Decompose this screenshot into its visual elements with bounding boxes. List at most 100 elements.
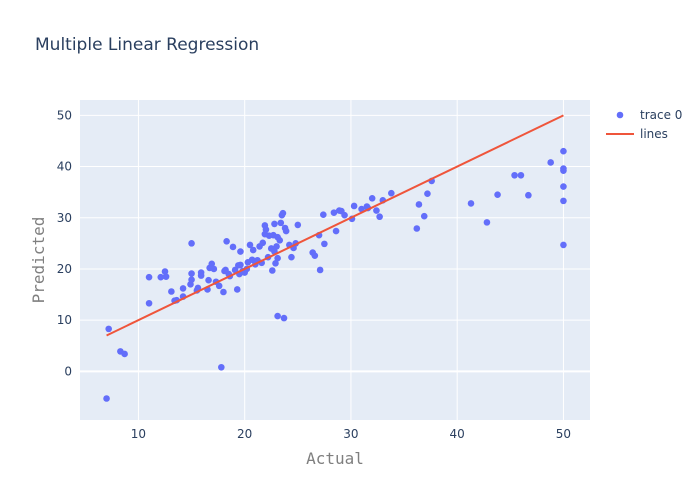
data-point-102 bbox=[388, 189, 395, 197]
data-point-114 bbox=[547, 159, 554, 166]
data-point-88 bbox=[330, 209, 338, 216]
data-point-95 bbox=[358, 205, 365, 213]
y-tick-label-0: 0 bbox=[64, 364, 72, 378]
data-point-1 bbox=[105, 325, 112, 333]
data-point-65 bbox=[272, 260, 279, 267]
data-point-85 bbox=[316, 266, 324, 274]
data-point-54 bbox=[259, 239, 267, 247]
x-tick-label-50: 50 bbox=[556, 427, 571, 441]
chart-title: Multiple Linear Regression bbox=[35, 35, 259, 55]
x-tick-label-10: 10 bbox=[131, 427, 146, 441]
data-point-89 bbox=[332, 227, 340, 235]
data-point-7 bbox=[161, 268, 169, 275]
data-point-17 bbox=[188, 240, 195, 247]
data-point-73 bbox=[279, 209, 287, 217]
data-point-87 bbox=[321, 240, 328, 248]
data-point-116 bbox=[560, 197, 567, 205]
data-point-49 bbox=[249, 246, 257, 254]
series-lines bbox=[106, 114, 564, 337]
data-point-106 bbox=[424, 190, 431, 197]
data-point-47 bbox=[246, 241, 254, 249]
data-point-74 bbox=[280, 314, 288, 322]
data-point-109 bbox=[483, 219, 491, 226]
data-point-67 bbox=[274, 312, 281, 320]
data-point-83 bbox=[311, 252, 319, 259]
data-point-38 bbox=[233, 286, 241, 293]
y-tick-label-50: 50 bbox=[57, 108, 72, 122]
data-point-0 bbox=[103, 395, 110, 402]
y-tick-label-30: 30 bbox=[57, 211, 72, 225]
data-point-117 bbox=[560, 183, 567, 190]
data-point-25 bbox=[208, 260, 216, 268]
data-point-28 bbox=[215, 282, 223, 290]
data-point-48 bbox=[248, 256, 256, 264]
data-point-98 bbox=[368, 195, 376, 202]
data-point-30 bbox=[220, 288, 227, 296]
x-tick-labels: 10 20 30 40 50 bbox=[131, 427, 571, 441]
data-point-103 bbox=[413, 225, 421, 232]
data-point-100 bbox=[376, 213, 383, 221]
data-point-23 bbox=[205, 276, 212, 284]
data-point-42 bbox=[237, 248, 244, 255]
legend-item-lines[interactable]: lines bbox=[606, 127, 668, 141]
data-point-3 bbox=[121, 350, 128, 358]
data-point-61 bbox=[269, 267, 276, 274]
data-point-70 bbox=[276, 236, 284, 244]
y-tick-label-20: 20 bbox=[57, 262, 72, 276]
legend-label-lines: lines bbox=[640, 127, 668, 141]
data-point-105 bbox=[420, 212, 428, 220]
legend-label-trace0: trace 0 bbox=[640, 108, 682, 122]
data-point-68 bbox=[274, 254, 281, 262]
x-gridlines bbox=[137, 100, 564, 420]
regression-line bbox=[106, 114, 564, 337]
data-point-57 bbox=[262, 226, 270, 233]
data-point-29 bbox=[218, 363, 225, 371]
data-point-26 bbox=[210, 265, 218, 273]
data-point-78 bbox=[288, 253, 295, 261]
data-point-119 bbox=[560, 165, 567, 172]
legend-marker-trace0 bbox=[616, 111, 624, 119]
data-point-112 bbox=[517, 171, 525, 179]
legend-item-trace0[interactable]: trace 0 bbox=[616, 108, 683, 122]
x-tick-label-30: 30 bbox=[343, 427, 358, 441]
data-point-108 bbox=[467, 200, 475, 207]
data-point-99 bbox=[373, 207, 380, 214]
data-point-66 bbox=[273, 243, 280, 250]
data-point-13 bbox=[179, 285, 187, 292]
data-point-92 bbox=[341, 211, 348, 219]
data-point-110 bbox=[494, 191, 501, 199]
data-point-94 bbox=[350, 202, 358, 210]
data-point-6 bbox=[157, 273, 165, 281]
data-point-19 bbox=[194, 284, 202, 292]
data-point-86 bbox=[320, 211, 327, 218]
data-point-4 bbox=[145, 299, 153, 307]
data-point-21 bbox=[197, 269, 205, 276]
x-tick-label-20: 20 bbox=[237, 427, 252, 441]
y-tick-label-10: 10 bbox=[57, 313, 72, 327]
data-point-41 bbox=[237, 261, 244, 269]
data-point-33 bbox=[223, 238, 230, 245]
y-axis-title: Predicted bbox=[29, 217, 48, 304]
data-point-104 bbox=[415, 201, 423, 208]
data-point-64 bbox=[271, 220, 278, 228]
plot-area bbox=[80, 100, 590, 420]
data-point-5 bbox=[145, 273, 153, 281]
data-point-76 bbox=[282, 227, 290, 235]
data-point-15 bbox=[188, 276, 195, 284]
data-point-71 bbox=[277, 219, 285, 227]
data-point-37 bbox=[231, 266, 239, 274]
x-tick-label-40: 40 bbox=[450, 427, 465, 441]
data-point-81 bbox=[294, 221, 302, 229]
data-point-9 bbox=[168, 288, 175, 295]
data-point-115 bbox=[560, 241, 567, 249]
data-point-113 bbox=[525, 191, 532, 199]
data-point-111 bbox=[511, 171, 518, 179]
x-axis-title: Actual bbox=[306, 449, 364, 468]
legend[interactable]: trace 0 lines bbox=[606, 108, 682, 141]
data-point-120 bbox=[560, 147, 567, 155]
y-tick-labels: 0 10 20 30 40 50 bbox=[57, 108, 72, 378]
data-point-16 bbox=[188, 270, 195, 277]
data-point-8 bbox=[162, 273, 170, 280]
data-point-36 bbox=[229, 243, 237, 251]
